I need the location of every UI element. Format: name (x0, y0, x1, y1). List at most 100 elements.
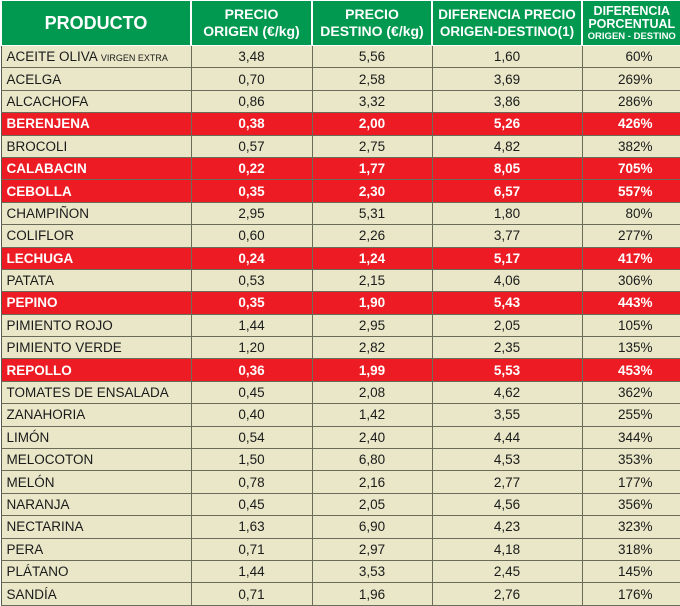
diferencia-precio: 4,56 (431, 492, 583, 517)
diferencia-precio: 3,55 (431, 403, 583, 427)
precio-destino: 6,90 (311, 515, 433, 539)
product-name: COLIFLOR (0, 224, 192, 248)
product-label: PLÁTANO (6, 564, 69, 580)
precio-origen: 0,57 (190, 134, 313, 158)
header-producto: PRODUCTO (0, 0, 192, 46)
diferencia-porcentual: 105% (581, 313, 680, 338)
precio-destino: 1,77 (311, 156, 433, 181)
diferencia-porcentual: 60% (581, 44, 680, 69)
diferencia-precio: 5,17 (431, 246, 583, 270)
precio-origen: 1,50 (190, 448, 313, 472)
product-label: CHAMPIÑON (6, 205, 90, 221)
diferencia-porcentual: 382% (581, 134, 680, 158)
diferencia-precio: 4,06 (431, 268, 583, 293)
table-row: LIMÓN 0,54 2,40 4,44 344% (0, 425, 680, 450)
precio-origen: 1,20 (190, 336, 313, 360)
diferencia-porcentual: 417% (581, 246, 680, 270)
precio-destino: 2,40 (311, 425, 433, 450)
precio-destino: 2,75 (311, 134, 433, 158)
precio-origen: 0,71 (190, 537, 313, 561)
header-diferencia-precio: DIFERENCIA PRECIO ORIGEN-DESTINO(1) (431, 0, 583, 46)
product-label: CEBOLLA (6, 183, 72, 199)
table-row: ACELGA 0,70 2,58 3,69 269% (0, 67, 680, 91)
precio-destino: 2,26 (311, 224, 433, 248)
precio-origen: 0,35 (190, 179, 313, 203)
diferencia-porcentual: 286% (581, 89, 680, 114)
product-label: LIMÓN (6, 429, 50, 445)
diferencia-precio: 1,60 (431, 44, 583, 69)
precio-destino: 6,80 (311, 448, 433, 472)
diferencia-porcentual: 426% (581, 112, 680, 136)
diferencia-porcentual: 353% (581, 448, 680, 472)
precio-destino: 1,42 (311, 403, 433, 427)
product-label: BERENJENA (6, 116, 90, 132)
diferencia-precio: 3,77 (431, 224, 583, 248)
table-row: ZANAHORIA 0,40 1,42 3,55 255% (0, 403, 680, 427)
diferencia-precio: 4,62 (431, 380, 583, 405)
diferencia-porcentual: 177% (581, 470, 680, 494)
header-precio-origen: PRECIO ORIGEN (€/kg) (190, 0, 313, 46)
table-row: PERA 0,71 2,97 4,18 318% (0, 537, 680, 561)
product-label: ACEITE OLIVA (6, 49, 98, 65)
product-label: MELOCOTON (6, 452, 94, 468)
table-row: ACEITE OLIVA VIRGEN EXTRA 3,48 5,56 1,60 60% (0, 44, 680, 69)
precio-origen: 1,63 (190, 515, 313, 539)
diferencia-porcentual: 277% (581, 224, 680, 248)
precio-destino: 2,00 (311, 112, 433, 136)
table-row: BERENJENA 0,38 2,00 5,26 426% (0, 112, 680, 136)
header-precio-destino: PRECIO DESTINO (€/kg) (311, 0, 433, 46)
diferencia-porcentual: 362% (581, 380, 680, 405)
table-row: NARANJA 0,45 2,05 4,56 356% (0, 492, 680, 517)
precio-origen: 0,40 (190, 403, 313, 427)
diferencia-precio: 2,76 (431, 582, 583, 606)
header-line: ORIGEN - DESTINO (587, 30, 676, 42)
precio-origen: 0,53 (190, 268, 313, 293)
precio-origen: 2,95 (190, 201, 313, 226)
header-line: ORIGEN-DESTINO(1) (439, 24, 575, 39)
table-row: PIMIENTO VERDE 1,20 2,82 2,35 135% (0, 336, 680, 360)
precio-destino: 2,82 (311, 336, 433, 360)
product-name: PATATA (0, 268, 192, 293)
header-line: PRECIO (345, 6, 399, 22)
product-label: NECTARINA (6, 519, 84, 535)
product-label: COLIFLOR (6, 228, 75, 244)
header-diferencia-porcentual: DIFERENCIA PORCENTUAL ORIGEN - DESTINO (581, 0, 680, 46)
precio-origen: 0,38 (190, 112, 313, 136)
precio-origen: 0,35 (190, 291, 313, 315)
precio-origen: 0,71 (190, 582, 313, 606)
diferencia-porcentual: 557% (581, 179, 680, 203)
table-row: COLIFLOR 0,60 2,26 3,77 277% (0, 224, 680, 248)
product-name: MELOCOTON (0, 448, 192, 472)
precio-destino: 1,24 (311, 246, 433, 270)
precio-destino: 5,31 (311, 201, 433, 226)
precio-origen: 0,45 (190, 380, 313, 405)
product-label: PATATA (6, 273, 55, 289)
diferencia-porcentual: 705% (581, 156, 680, 181)
diferencia-precio: 6,57 (431, 179, 583, 203)
precio-destino: 2,05 (311, 492, 433, 517)
product-label: ALCACHOFA (6, 93, 89, 109)
diferencia-precio: 2,45 (431, 559, 583, 584)
precio-destino: 3,53 (311, 559, 433, 584)
product-name: ACEITE OLIVA VIRGEN EXTRA (0, 44, 192, 69)
diferencia-porcentual: 318% (581, 537, 680, 561)
product-name: SANDÍA (0, 582, 192, 606)
table-row: BROCOLI 0,57 2,75 4,82 382% (0, 134, 680, 158)
header-line: PORCENTUAL (588, 16, 676, 31)
diferencia-porcentual: 135% (581, 336, 680, 360)
product-name: NARANJA (0, 492, 192, 517)
precio-origen: 0,78 (190, 470, 313, 494)
diferencia-precio: 3,69 (431, 67, 583, 91)
table-row: PEPINO 0,35 1,90 5,43 443% (0, 291, 680, 315)
product-name: ACELGA (0, 67, 192, 91)
product-name: NECTARINA (0, 515, 192, 539)
diferencia-porcentual: 255% (581, 403, 680, 427)
product-label: ZANAHORIA (6, 407, 86, 423)
product-label: PERA (6, 541, 44, 557)
product-label: SANDÍA (6, 586, 57, 602)
product-name: CALABACIN (0, 156, 192, 181)
diferencia-precio: 4,53 (431, 448, 583, 472)
product-name: LECHUGA (0, 246, 192, 270)
header-line: DESTINO (€/kg) (320, 23, 424, 39)
